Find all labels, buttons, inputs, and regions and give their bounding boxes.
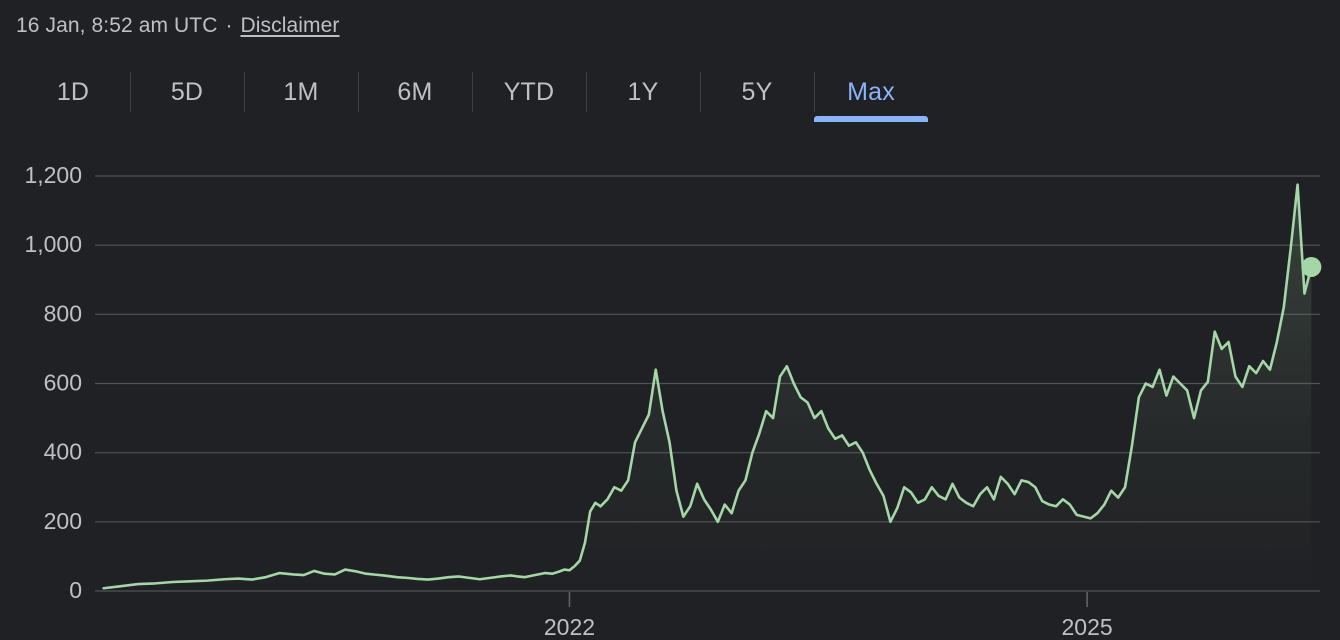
range-tab-6m[interactable]: 6M [358,64,472,120]
disclaimer-link[interactable]: Disclaimer [240,14,340,37]
y-axis-tick-label: 200 [44,508,82,534]
range-tab-label: 1Y [627,77,659,106]
range-tab-1m[interactable]: 1M [244,64,358,120]
x-axis-tick-label: 2025 [1061,614,1112,640]
range-tab-5y[interactable]: 5Y [700,64,814,120]
range-tab-label: 6M [397,77,433,106]
y-axis-tick-label: 600 [44,370,82,396]
range-tab-active-underline [814,116,928,122]
y-axis-tick-label: 400 [44,439,82,465]
range-tab-label: 1D [56,77,90,106]
range-tab-label: 1M [283,77,319,106]
range-tab-1y[interactable]: 1Y [586,64,700,120]
range-tab-max[interactable]: Max [814,64,928,122]
header-separator: · [225,14,233,37]
y-axis-tick-label: 800 [44,300,82,326]
y-axis-tick-label: 1,000 [24,231,82,257]
range-tab-5d[interactable]: 5D [130,64,244,120]
last-price-dot [1301,256,1322,277]
chart-gridlines [95,175,1320,592]
y-axis-labels: 0 200 400 600 800 1,000 1,200 [24,162,82,603]
range-tab-label: Max [847,77,895,106]
range-tab-label: 5D [170,77,204,106]
range-tab-label: 5Y [741,77,773,106]
price-line [102,183,1313,590]
y-axis-tick-label: 0 [69,577,82,603]
price-area-fill [103,184,1312,591]
x-axis-labels: 2022 2025 [544,592,1113,640]
price-chart[interactable]: 0 200 400 600 800 1,000 1,200 2022 2025 [0,140,1340,640]
range-tab-label: YTD [503,77,555,106]
y-axis-tick-label: 1,200 [24,162,82,188]
quote-timestamp: 16 Jan, 8:52 am UTC [16,14,218,37]
range-tab-ytd[interactable]: YTD [472,64,586,120]
chart-header: 16 Jan, 8:52 am UTC · Disclaimer [16,10,339,42]
range-tab-1d[interactable]: 1D [16,64,130,120]
time-range-tabs: 1D 5D 1M 6M YTD 1Y 5Y Max [16,64,928,128]
x-axis-tick-label: 2022 [544,614,595,640]
price-chart-svg[interactable]: 0 200 400 600 800 1,000 1,200 2022 2025 [0,140,1340,640]
